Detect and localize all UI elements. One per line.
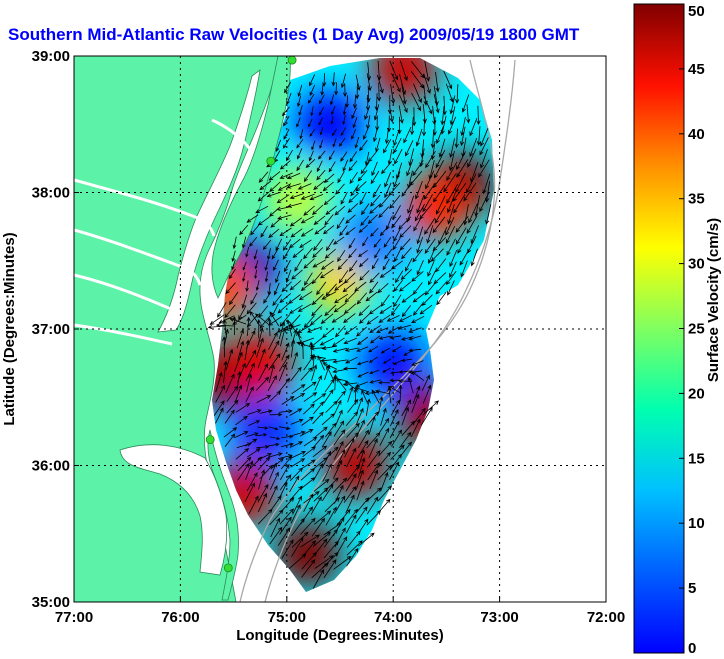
speed-cell [295, 90, 364, 159]
colorbar-tick-label: 30 [688, 256, 705, 273]
latitude-tick-label: 36:00 [32, 458, 70, 475]
colorbar-tick-label: 40 [688, 126, 705, 143]
land-delmarva [211, 56, 291, 299]
colorbar-tick-label: 15 [688, 450, 705, 467]
bathymetry-contour-slope [264, 59, 516, 602]
colorbar-tick-label: 25 [688, 321, 705, 338]
longitude-tick-label: 73:00 [480, 609, 518, 626]
water-albemarle-pamlico [119, 444, 228, 576]
colorbar-tick-label: 0 [688, 640, 696, 657]
colorbar-tick-label: 45 [688, 61, 705, 78]
colorbar-label: Surface Velocity (cm/s) [705, 218, 722, 382]
river-potomac [74, 178, 216, 237]
river-choptank [211, 118, 254, 153]
longitude-tick-label: 75:00 [268, 609, 306, 626]
latitude-tick-label: 35:00 [32, 594, 70, 611]
y-axis-label: Latitude (Degrees:Minutes) [1, 232, 18, 425]
latitude-tick-label: 37:00 [32, 321, 70, 338]
speed-cell [337, 206, 406, 275]
map-grid [74, 56, 606, 602]
river-york [74, 273, 179, 314]
colorbar-tick-label: 50 [688, 3, 705, 20]
colorbar-tick-label: 35 [688, 191, 705, 208]
radar-stations [205, 55, 297, 573]
longitude-ticks: 77:00 76:00 75:00 74:00 73:00 72:00 [55, 597, 625, 626]
latitude-tick-label: 39:00 [32, 48, 70, 65]
colorbar-tick-label: 10 [688, 515, 705, 532]
latitude-ticks: 39:00 38:00 37:00 36:00 35:00 [32, 48, 79, 611]
river-james [74, 323, 173, 346]
longitude-tick-label: 74:00 [374, 609, 412, 626]
speed-cell [274, 520, 343, 589]
velocity-vectors [207, 60, 492, 589]
speed-cell [263, 165, 332, 234]
speed-cell [231, 397, 300, 466]
longitude-tick-label: 76:00 [161, 609, 199, 626]
speed-cell [401, 172, 470, 241]
velocity-vector-arrows [207, 60, 492, 589]
bathymetry-contours [239, 59, 516, 602]
radar-station-marker [223, 563, 233, 573]
map-area [73, 55, 607, 603]
longitude-tick-label: 72:00 [587, 609, 625, 626]
radar-station-marker [205, 435, 215, 445]
map-title: Southern Mid-Atlantic Raw Velocities (1 … [8, 25, 580, 44]
latitude-tick-label: 38:00 [32, 185, 70, 202]
x-axis-label: Longitude (Degrees:Minutes) [236, 627, 444, 644]
colorbar-gradient [633, 3, 685, 654]
colorbar-tick-label: 5 [688, 580, 696, 597]
radar-station-marker [287, 55, 297, 65]
colorbar-tick-label: 20 [688, 385, 705, 402]
longitude-tick-label: 77:00 [55, 609, 93, 626]
radar-station-marker [266, 156, 276, 166]
